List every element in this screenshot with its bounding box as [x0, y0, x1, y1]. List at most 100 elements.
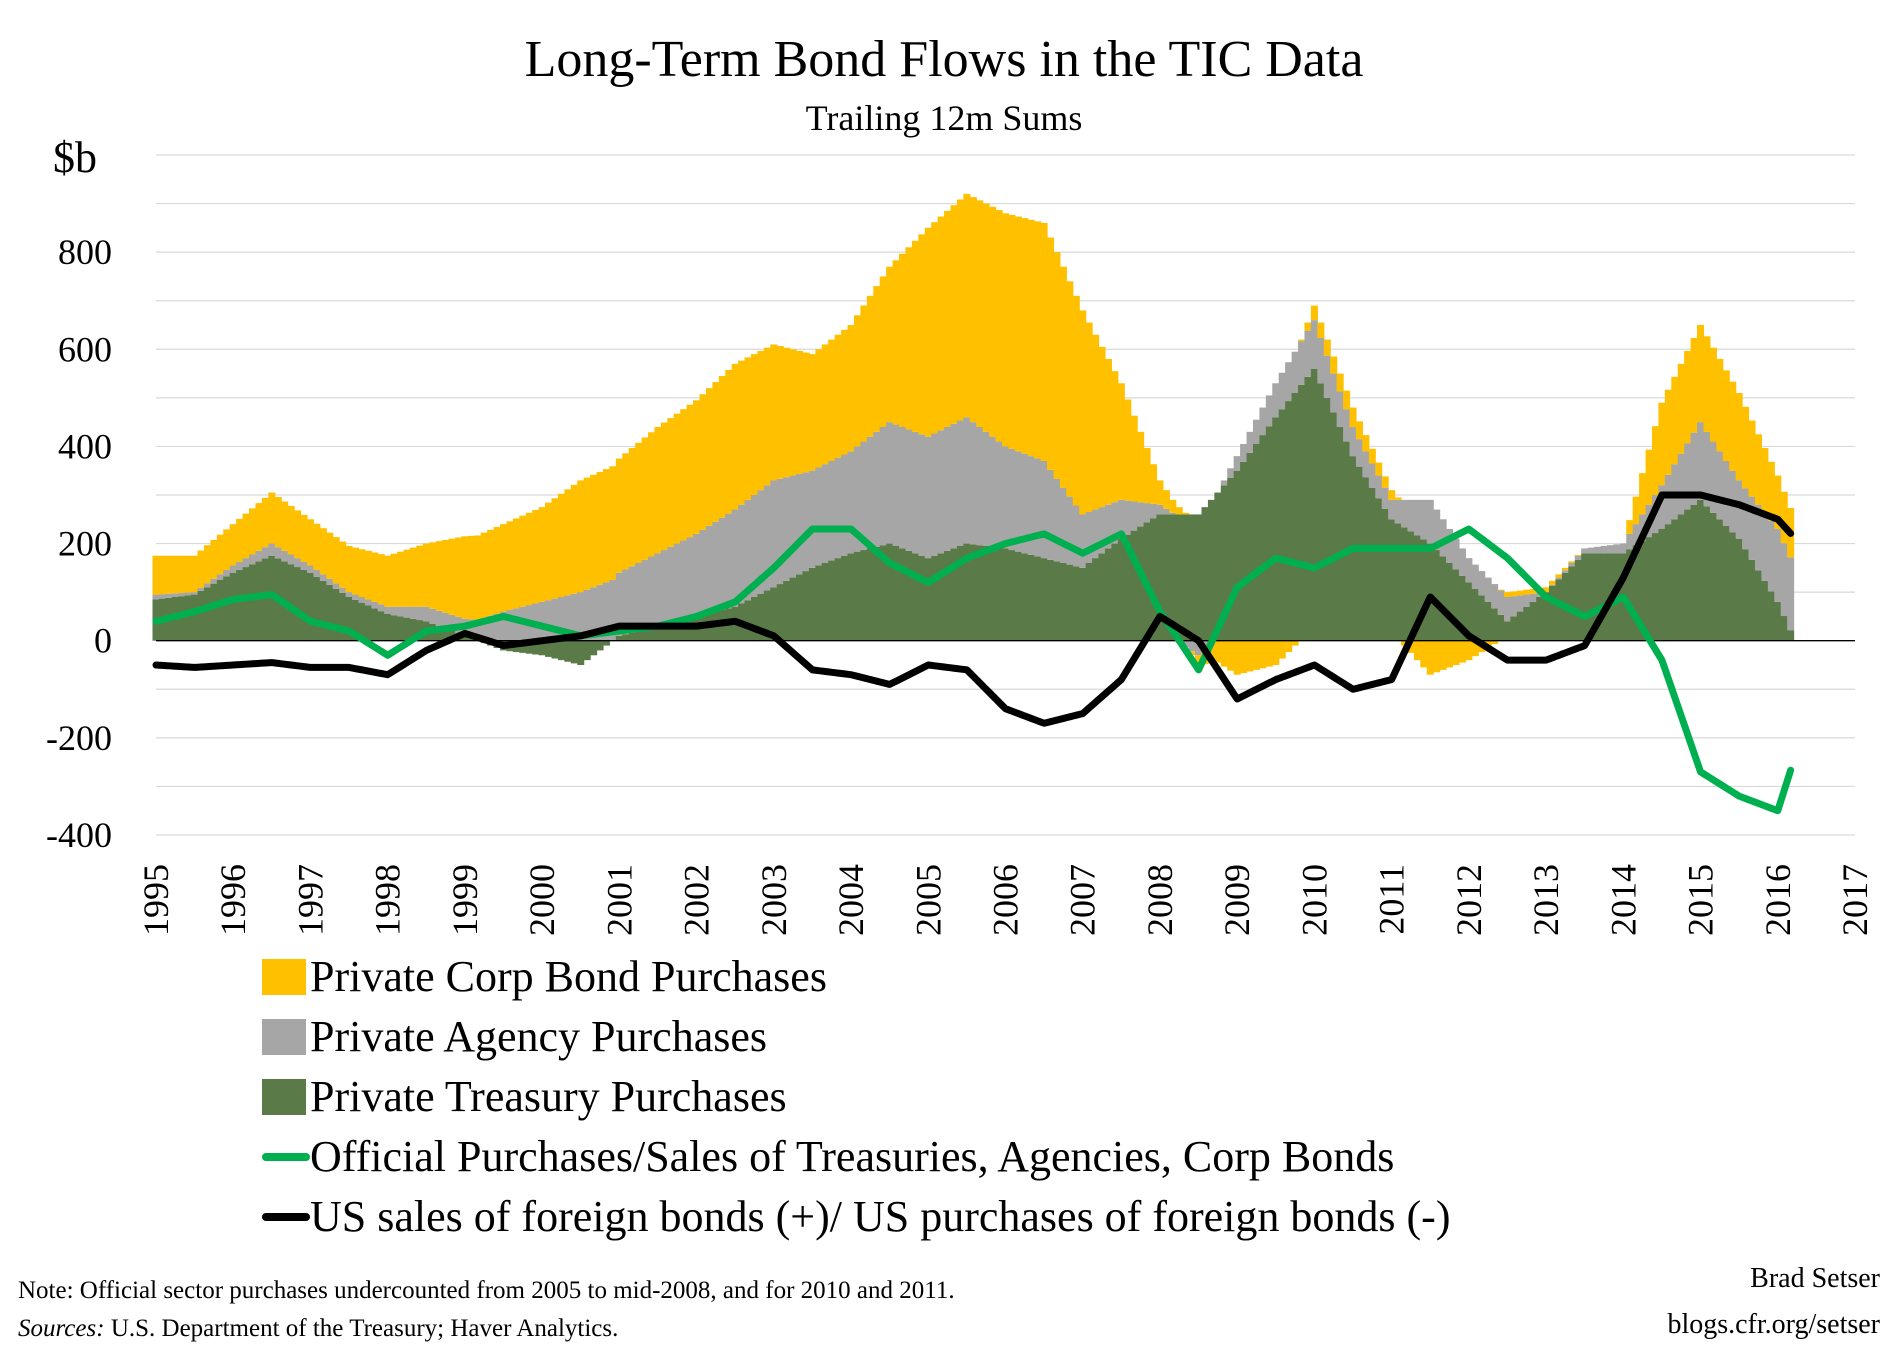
bar-private-corp — [1265, 640, 1273, 667]
bar-private-corp — [808, 354, 816, 471]
bar-private-treasury — [1761, 580, 1769, 641]
bar-private-agency — [680, 540, 688, 620]
y-tick-label: 600 — [58, 329, 112, 369]
bar-private-corp — [1117, 383, 1125, 500]
bar-private-agency — [1040, 461, 1048, 559]
bar-private-agency — [628, 566, 636, 633]
bar-private-agency — [1291, 351, 1299, 393]
bar-private-agency — [1754, 504, 1762, 571]
bar-private-corp — [931, 222, 939, 434]
bar-private-treasury — [1014, 551, 1022, 641]
bar-private-treasury — [435, 626, 443, 641]
bar-private-corp — [1413, 640, 1421, 661]
bar-private-agency — [1529, 593, 1537, 602]
bar-private-treasury — [203, 587, 212, 641]
bar-private-corp — [1729, 381, 1737, 471]
bar-private-treasury — [287, 564, 295, 641]
bar-private-corp — [184, 555, 192, 593]
bar-private-treasury — [796, 574, 804, 641]
bar-private-agency — [1587, 547, 1595, 554]
bar-private-treasury — [583, 640, 591, 661]
bar-private-treasury — [242, 567, 250, 641]
bar-private-treasury — [1265, 426, 1273, 641]
bar-private-corp — [1104, 359, 1112, 505]
bar-private-corp — [583, 477, 591, 590]
bar-private-corp — [1465, 640, 1473, 661]
bar-private-corp — [718, 376, 726, 518]
bar-private-treasury — [944, 550, 952, 641]
bar-private-treasury — [1188, 514, 1196, 641]
bar-private-treasury — [1021, 553, 1029, 641]
bar-private-agency — [596, 584, 604, 641]
bar-private-corp — [956, 199, 964, 421]
bar-private-agency — [776, 478, 784, 585]
bar-private-treasury — [776, 584, 784, 641]
x-tick-label: 2003 — [754, 864, 794, 936]
website-link: blogs.cfr.org/setser — [1667, 1309, 1880, 1340]
bar-private-corp — [1298, 339, 1306, 342]
bar-private-agency — [989, 436, 997, 547]
bar-private-treasury — [757, 593, 765, 641]
bar-private-agency — [1446, 529, 1454, 563]
bar-private-agency — [1027, 456, 1035, 555]
bar-private-treasury — [351, 599, 360, 641]
bar-private-treasury — [1066, 564, 1074, 641]
bar-private-agency — [1400, 499, 1409, 528]
bar-private-corp — [1349, 407, 1357, 427]
bar-private-corp — [976, 200, 984, 427]
bar-private-treasury — [255, 561, 263, 641]
bar-private-agency — [377, 604, 385, 612]
bar-private-agency — [783, 477, 791, 581]
bar-private-corp — [1124, 399, 1132, 501]
bar-private-corp — [313, 523, 321, 570]
bar-private-agency — [229, 565, 237, 573]
bar-private-corp — [409, 547, 417, 607]
bar-private-treasury — [339, 592, 347, 641]
bar-private-agency — [1458, 548, 1466, 576]
bar-private-agency — [937, 430, 945, 554]
bar-private-agency — [1008, 448, 1016, 551]
bar-private-corp — [1568, 561, 1576, 563]
bar-private-corp — [461, 536, 469, 619]
bar-private-agency — [1124, 500, 1132, 535]
bar-private-corp — [1555, 574, 1563, 578]
bar-private-agency — [1735, 480, 1743, 539]
bar-private-corp — [1420, 640, 1428, 668]
bar-private-treasury — [1767, 591, 1775, 641]
bar-private-corp — [358, 549, 366, 597]
chart-subtitle: Trailing 12m Sums — [806, 98, 1083, 138]
bar-private-corp — [1317, 322, 1325, 338]
y-tick-labels: 800 600 400 200 0 -200 -400 — [46, 232, 112, 855]
bar-private-corp — [229, 524, 237, 566]
bar-private-agency — [1703, 431, 1711, 507]
bar-private-corp — [744, 357, 752, 500]
bar-private-corp — [1047, 237, 1055, 470]
legend-label: Private Agency Purchases — [310, 1012, 767, 1061]
bar-private-agency — [1059, 487, 1067, 563]
bar-private-corp — [860, 305, 868, 442]
bar-private-treasury — [1246, 452, 1254, 641]
bar-private-treasury — [1420, 539, 1428, 641]
bar-private-agency — [815, 467, 823, 566]
bar-private-treasury — [249, 564, 257, 641]
bar-private-treasury — [1703, 506, 1711, 641]
bar-private-agency — [268, 543, 276, 556]
bar-private-corp — [1375, 462, 1383, 476]
bar-private-treasury — [1137, 526, 1145, 641]
bar-private-treasury — [1426, 543, 1434, 641]
bar-private-treasury — [1709, 512, 1717, 641]
bar-private-agency — [1426, 499, 1434, 544]
x-tick-label: 2001 — [599, 864, 639, 936]
bar-private-treasury — [873, 546, 881, 641]
bar-private-corp — [892, 260, 900, 425]
bar-private-treasury — [300, 569, 308, 641]
bar-private-agency — [300, 561, 308, 570]
bar-private-agency — [512, 608, 520, 641]
bar-private-agency — [294, 558, 302, 568]
bar-private-treasury — [1491, 608, 1499, 641]
x-tick-label: 2004 — [831, 864, 871, 936]
bar-private-agency — [1639, 514, 1647, 542]
bar-private-treasury — [1574, 559, 1582, 641]
bar-private-treasury — [1587, 553, 1595, 641]
footnote: Note: Official sector purchases undercou… — [18, 1274, 955, 1308]
